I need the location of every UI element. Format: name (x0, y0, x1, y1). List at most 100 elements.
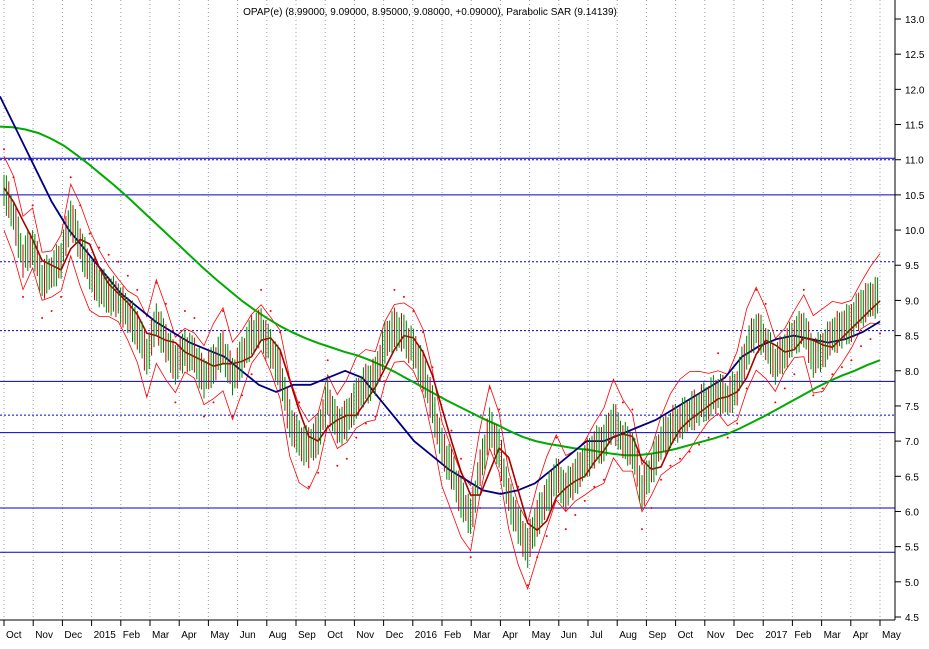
y-tick-label: 8.0 (905, 367, 919, 378)
x-tick-label: Oct (678, 630, 694, 641)
sar-dot (631, 408, 634, 411)
sar-dot (136, 288, 139, 291)
y-tick-label: 8.5 (905, 332, 919, 343)
y-tick-label: 10.0 (905, 226, 925, 237)
sar-dot (355, 436, 358, 439)
sar-dot (60, 295, 63, 298)
x-tick-label: Dec (386, 630, 404, 641)
sar-dot (79, 204, 82, 207)
sar-dot (193, 317, 196, 319)
sar-dot (260, 288, 263, 291)
sar-dot (402, 295, 405, 298)
sar-dot (69, 176, 72, 179)
y-tick-label: 9.5 (905, 261, 919, 272)
sar-dot (583, 499, 586, 502)
x-tick-label: May (210, 630, 229, 641)
sar-dot (126, 274, 129, 277)
x-tick-label: Apr (502, 630, 518, 641)
sar-dot (755, 288, 758, 291)
sar-dot (602, 478, 605, 481)
sar-dot (326, 359, 329, 362)
sar-dot (231, 415, 234, 418)
x-tick-label: May (882, 630, 901, 641)
sar-dot (155, 281, 158, 284)
x-tick-label: Jun (561, 630, 577, 641)
y-tick-label: 10.5 (905, 191, 925, 202)
x-tick-label: Jun (240, 630, 256, 641)
sar-dot (117, 260, 120, 263)
sar-dot (840, 366, 843, 369)
chart-title: OPAP(e) (8.99000, 9.09000, 8.95000, 9.08… (243, 7, 617, 18)
sar-dot (574, 514, 577, 516)
y-tick-label: 7.0 (905, 437, 919, 448)
sar-dot (164, 302, 167, 305)
sar-dot (593, 485, 596, 488)
y-tick-label: 6.0 (905, 507, 919, 518)
y-tick-label: 6.5 (905, 472, 919, 483)
x-tick-label: Mar (473, 630, 491, 641)
sar-dot (307, 485, 310, 488)
sar-dot (479, 507, 482, 509)
sar-dot (860, 345, 862, 348)
upper-band-line (3, 156, 881, 524)
y-tick-label: 4.5 (905, 613, 919, 624)
y-tick-label: 12.5 (905, 50, 925, 61)
x-tick-label: Nov (356, 630, 374, 641)
x-tick-label: Sep (298, 630, 316, 641)
x-tick-label: Feb (123, 630, 141, 641)
sar-dot (364, 422, 367, 425)
sar-dot (783, 387, 786, 390)
y-tick-label: 12.0 (905, 85, 925, 96)
x-tick-label: Apr (181, 630, 197, 641)
sar-dot (488, 387, 491, 390)
x-tick-label: May (532, 630, 551, 641)
sar-dot (879, 332, 881, 335)
x-tick-label: Dec (736, 630, 754, 641)
sar-dot (12, 176, 15, 179)
sar-dot (317, 471, 320, 474)
sar-dot (660, 478, 662, 481)
sar-dot (498, 408, 501, 411)
sar-dot (212, 401, 215, 404)
sar-dot (612, 380, 615, 383)
sar-dot (22, 295, 24, 298)
sar-dot (174, 401, 177, 404)
sar-dot (736, 422, 739, 425)
sar-dot (793, 373, 796, 376)
sar-dot (821, 387, 824, 390)
sar-dot (669, 464, 672, 467)
sar-dot (412, 310, 415, 312)
x-tick-label: Jul (590, 630, 603, 641)
sar-dot (621, 401, 624, 404)
sar-dot (812, 394, 815, 397)
sar-dot (650, 507, 653, 509)
x-tick-label: Mar (824, 630, 842, 641)
ma-long-line (0, 125, 881, 457)
sar-dot (745, 387, 748, 390)
sar-dot (203, 415, 205, 418)
sar-dot (431, 366, 434, 369)
sar-dot (869, 338, 872, 341)
sar-dot (31, 204, 34, 207)
sar-dot (526, 584, 529, 587)
sar-dot (250, 373, 253, 376)
x-tick-label: Feb (444, 630, 462, 641)
x-tick-label: Nov (35, 630, 53, 641)
sar-dot (726, 436, 729, 439)
x-tick-label: 2015 (94, 630, 117, 641)
sar-dot (441, 408, 443, 411)
sar-dot (850, 359, 853, 362)
sar-dot (507, 457, 510, 460)
x-tick-label: Sep (648, 630, 666, 641)
sar-dot (764, 302, 767, 305)
sar-dot (774, 401, 777, 404)
y-tick-label: 9.0 (905, 296, 919, 307)
sar-dot (517, 485, 520, 488)
y-tick-label: 11.0 (905, 156, 924, 167)
x-tick-label: Aug (619, 630, 637, 641)
y-tick-label: 7.5 (905, 402, 919, 413)
sar-dot (183, 310, 186, 312)
sar-dot (536, 556, 539, 559)
